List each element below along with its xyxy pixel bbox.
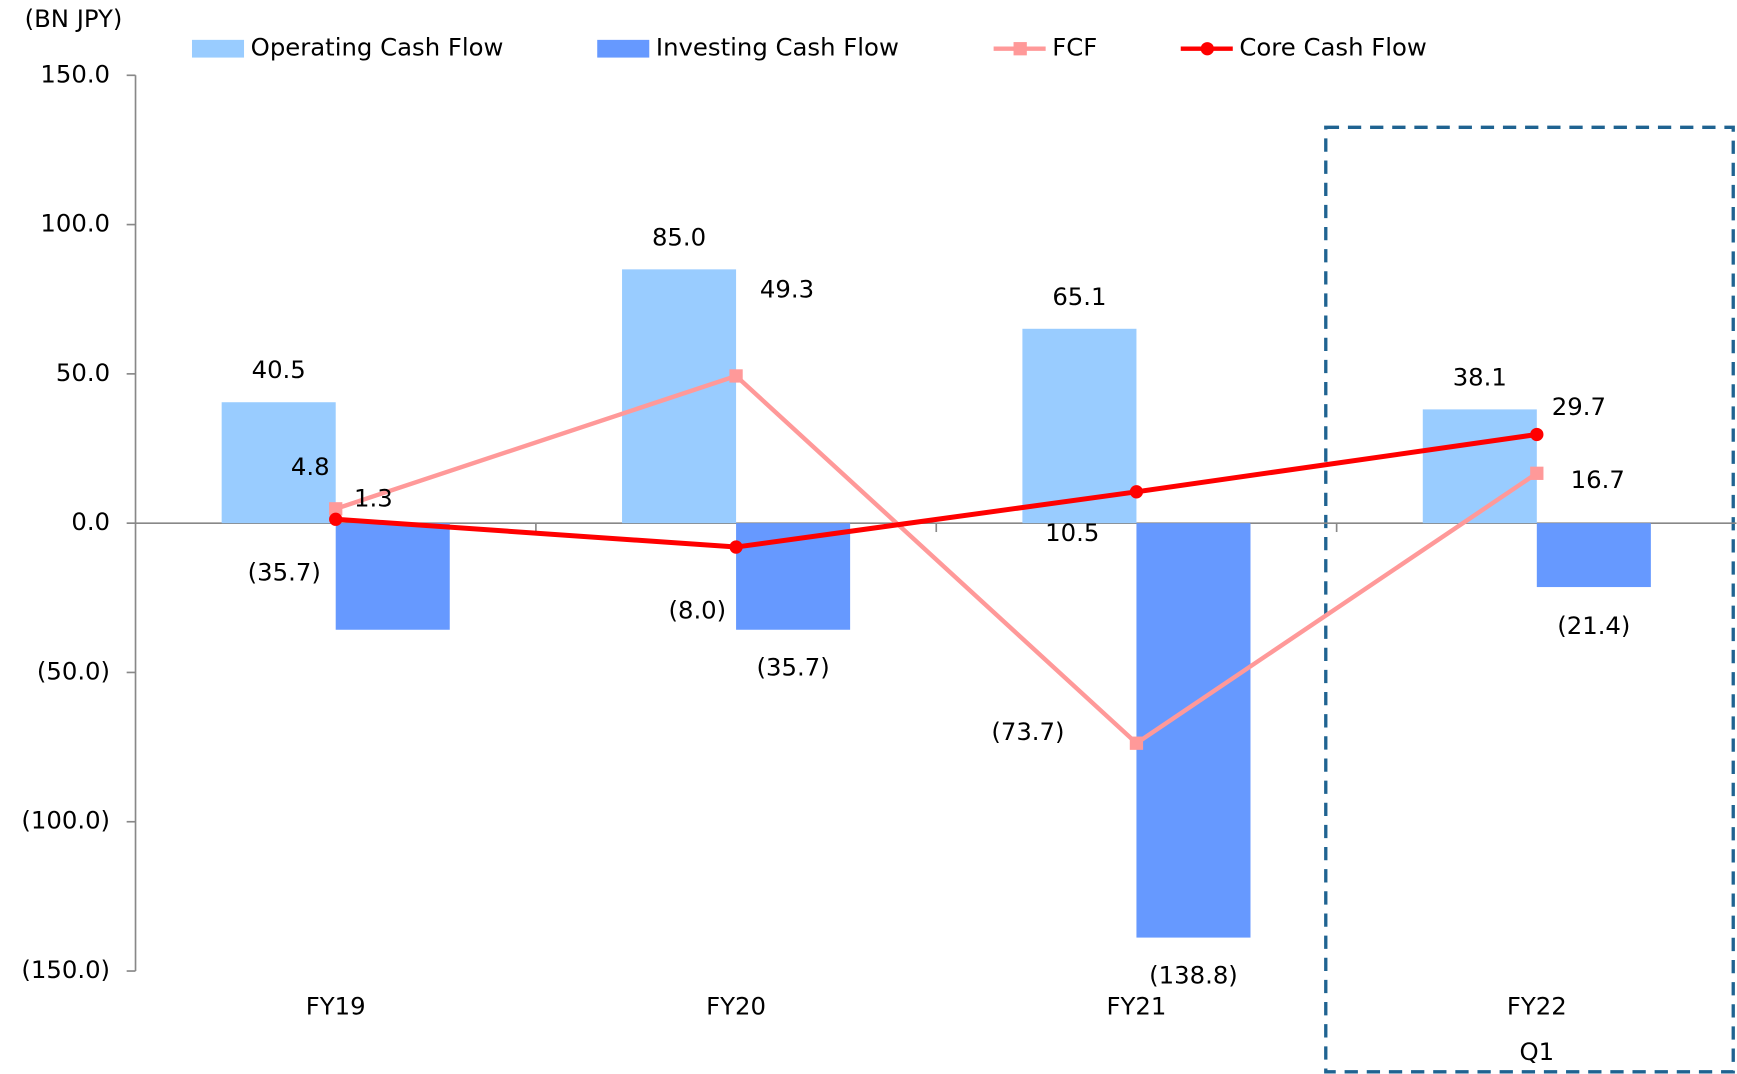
x-tick-label: FY19 xyxy=(306,992,366,1021)
bar xyxy=(1536,523,1651,588)
y-tick-label: (100.0) xyxy=(21,806,110,835)
data-label: 85.0 xyxy=(652,222,706,251)
marker xyxy=(729,369,743,383)
x-tick-label: Q1 xyxy=(1519,1037,1554,1066)
data-label: 29.7 xyxy=(1552,392,1606,421)
legend-label: Core Cash Flow xyxy=(1239,33,1426,62)
legend-label: FCF xyxy=(1052,33,1097,62)
marker xyxy=(1129,485,1144,499)
marker xyxy=(729,540,743,554)
data-label: (35.7) xyxy=(248,557,321,586)
data-label: (138.8) xyxy=(1149,960,1238,989)
marker xyxy=(1530,427,1544,442)
x-tick-label: FY21 xyxy=(1107,992,1167,1021)
data-label: (73.7) xyxy=(991,717,1064,746)
data-label: 10.5 xyxy=(1045,518,1099,547)
data-label: (8.0) xyxy=(668,595,726,624)
x-tick-label: FY20 xyxy=(706,992,766,1021)
marker xyxy=(1129,736,1144,750)
data-label: 16.7 xyxy=(1571,465,1625,494)
line xyxy=(335,432,1538,550)
legend-marker xyxy=(1200,42,1214,56)
legend-label: Investing Cash Flow xyxy=(656,33,899,62)
marker xyxy=(329,512,343,526)
y-tick-label: 100.0 xyxy=(40,209,110,238)
line xyxy=(335,373,1539,747)
legend-marker xyxy=(1013,42,1027,56)
data-label: 40.5 xyxy=(252,355,306,384)
data-label: 49.3 xyxy=(760,275,814,304)
marker xyxy=(329,502,343,516)
x-tick-label: FY22 xyxy=(1507,992,1567,1021)
marker xyxy=(1530,466,1544,480)
y-tick-label: (150.0) xyxy=(21,955,110,984)
y-tick-label: 50.0 xyxy=(56,358,110,387)
bar xyxy=(1422,409,1537,524)
y-axis-label: (BN JPY) xyxy=(25,4,123,33)
data-label: 1.3 xyxy=(354,483,393,512)
y-tick-label: 0.0 xyxy=(71,507,110,536)
data-label: (35.7) xyxy=(756,653,829,682)
bar xyxy=(221,402,336,524)
data-label: 38.1 xyxy=(1453,362,1507,391)
highlight-box xyxy=(1324,125,1735,1074)
bar xyxy=(335,523,450,630)
data-label: (21.4) xyxy=(1557,611,1630,640)
legend-swatch xyxy=(191,39,245,58)
y-tick-label: (50.0) xyxy=(37,656,110,685)
bar xyxy=(1022,328,1137,524)
legend-swatch xyxy=(597,39,650,58)
data-label: 65.1 xyxy=(1052,282,1106,311)
y-tick-label: 150.0 xyxy=(40,59,110,88)
legend-label: Operating Cash Flow xyxy=(251,33,504,62)
data-label: 4.8 xyxy=(291,452,330,481)
